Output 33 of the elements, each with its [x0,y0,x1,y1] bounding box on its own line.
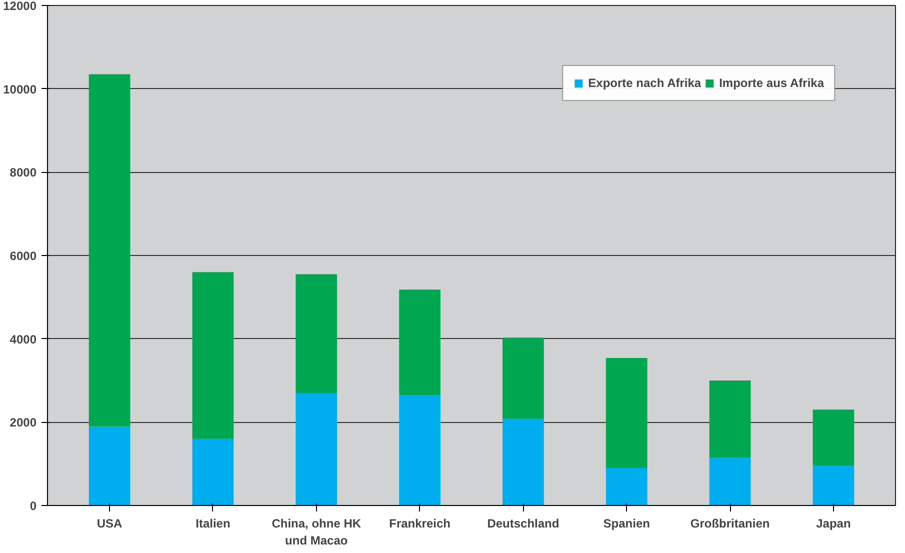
y-tick-label: 6000 [10,249,37,263]
x-tick-label: Deutschland [487,516,560,530]
bar [399,395,440,506]
x-tick-label: USA [96,516,123,530]
x-tick-label: Spanien [603,516,650,530]
y-tick-label: 0 [30,499,37,513]
y-tick-label: 10000 [3,82,37,96]
legend-label: Importe aus Afrika [719,76,824,90]
x-tick-label: Japan [816,516,851,530]
bar [192,272,234,439]
bar [606,468,648,506]
y-tick-label: 4000 [10,332,37,346]
bar [502,418,544,506]
bar [812,410,854,466]
bar [502,338,544,419]
x-tick-label: China, ohne HK und Macao [272,516,362,548]
y-tick-label: 2000 [10,416,37,430]
legend-label: Exporte nach Afrika [588,76,702,90]
bar [296,274,338,393]
bar [88,426,130,506]
y-tick-label: 12000 [3,0,37,13]
x-tick-label: Frankreich [389,516,450,530]
bar [399,290,440,396]
x-tick-label: Italien [196,516,230,530]
x-tick-label: Großbritanien [690,516,770,530]
bar [812,466,854,506]
bar [192,438,234,506]
bar [709,458,751,506]
bar [709,380,751,458]
bar [88,74,130,426]
bar [296,393,338,506]
bar [606,358,648,468]
y-tick-label: 8000 [10,166,37,180]
